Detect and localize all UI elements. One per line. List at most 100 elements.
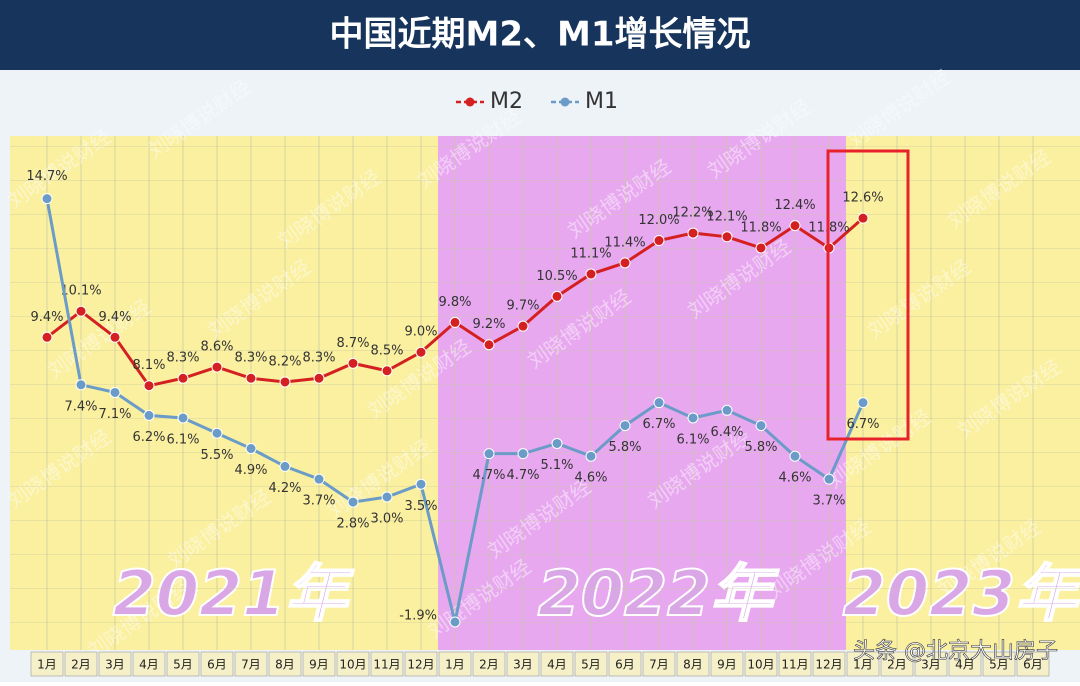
point [789, 450, 801, 462]
x-tick-box [370, 651, 404, 677]
point [789, 220, 801, 232]
value-label: 6.1% [676, 432, 709, 447]
point [517, 448, 529, 460]
x-tick-label: 8月 [275, 658, 295, 672]
x-tick-label: 5月 [581, 658, 601, 672]
x-tick-box [30, 651, 64, 677]
value-label: 10.1% [60, 284, 101, 299]
value-label: 9.4% [30, 310, 63, 325]
x-tick-label: 11月 [373, 658, 400, 672]
point [381, 365, 393, 377]
value-label: 3.7% [302, 494, 335, 509]
value-label: 4.2% [268, 481, 301, 496]
value-label: 12.6% [842, 191, 883, 206]
x-tick-label: 3月 [105, 658, 125, 672]
point [415, 346, 427, 358]
x-tick-label: 11月 [781, 658, 808, 672]
x-tick-label: 3月 [513, 658, 533, 672]
point [721, 404, 733, 416]
x-tick-label: 2月 [479, 658, 499, 672]
point [857, 397, 869, 409]
x-tick-label: 4月 [139, 658, 159, 672]
point [483, 448, 495, 460]
x-tick-box [132, 651, 166, 677]
point [653, 397, 665, 409]
value-label: 6.4% [710, 425, 743, 440]
value-label: 6.2% [132, 430, 165, 445]
x-tick-box [98, 651, 132, 677]
x-tick-box [812, 651, 846, 677]
x-tick-label: 1月 [37, 658, 57, 672]
value-label: 9.0% [404, 325, 437, 340]
x-tick-box [166, 651, 200, 677]
value-label: 7.4% [64, 399, 97, 414]
x-tick-box [778, 651, 812, 677]
point [857, 212, 869, 224]
x-tick-label: 9月 [717, 658, 737, 672]
x-tick-box [744, 651, 778, 677]
value-label: 10.5% [536, 269, 577, 284]
value-label: 11.4% [604, 235, 645, 250]
point [755, 420, 767, 432]
credit: 头条 @北京大山房子 [853, 639, 1058, 664]
point [551, 437, 563, 449]
legend-label: M1 [585, 89, 618, 114]
point [177, 412, 189, 424]
value-label: 9.4% [98, 310, 131, 325]
x-tick-box [506, 651, 540, 677]
value-label: 6.1% [166, 432, 199, 447]
x-tick-label: 5月 [173, 658, 193, 672]
point [347, 357, 359, 369]
x-tick-box [200, 651, 234, 677]
x-tick-label: 8月 [683, 658, 703, 672]
value-label: 12.0% [638, 213, 679, 228]
x-tick-label: 12月 [407, 658, 434, 672]
value-label: 8.3% [166, 351, 199, 366]
point [381, 491, 393, 503]
x-tick-label: 12月 [815, 658, 842, 672]
chart-title: 中国近期M2、M1增长情况 [330, 15, 751, 55]
value-label: 6.7% [846, 417, 879, 432]
point [313, 372, 325, 384]
value-label: 5.8% [744, 440, 777, 455]
value-label: 5.1% [540, 458, 573, 473]
x-tick-label: 7月 [649, 658, 669, 672]
x-tick-label: 10月 [747, 658, 774, 672]
point [211, 427, 223, 439]
x-tick-label: 2月 [887, 658, 907, 672]
x-tick-label: 6月 [1023, 658, 1043, 672]
x-tick-box [846, 651, 880, 677]
point [415, 478, 427, 490]
value-label: 4.9% [234, 463, 267, 478]
x-tick-box [1016, 651, 1050, 677]
legend-label: M2 [490, 89, 523, 114]
x-tick-box [914, 651, 948, 677]
point [177, 372, 189, 384]
point [585, 268, 597, 280]
legend-marker [465, 97, 475, 107]
value-label: 11.1% [570, 247, 611, 262]
h-grid [10, 136, 1080, 650]
point [347, 496, 359, 508]
x-tick-label: 6月 [615, 658, 635, 672]
point [143, 380, 155, 392]
x-tick-label: 1月 [853, 658, 873, 672]
value-label: 8.3% [302, 351, 335, 366]
point [585, 450, 597, 462]
value-label: 14.7% [26, 169, 67, 184]
point [279, 460, 291, 472]
value-label: 5.8% [608, 440, 641, 455]
point [279, 376, 291, 388]
point [551, 290, 563, 302]
point [755, 242, 767, 254]
x-tick-box [574, 651, 608, 677]
value-label: 8.1% [132, 358, 165, 373]
x-tick-box [982, 651, 1016, 677]
x-tick-label: 2月 [71, 658, 91, 672]
x-tick-label: 10月 [339, 658, 366, 672]
x-tick-box [438, 651, 472, 677]
x-tick-label: 9月 [309, 658, 329, 672]
value-label: 4.7% [506, 468, 539, 483]
point [619, 257, 631, 269]
value-label: 9.2% [472, 317, 505, 332]
